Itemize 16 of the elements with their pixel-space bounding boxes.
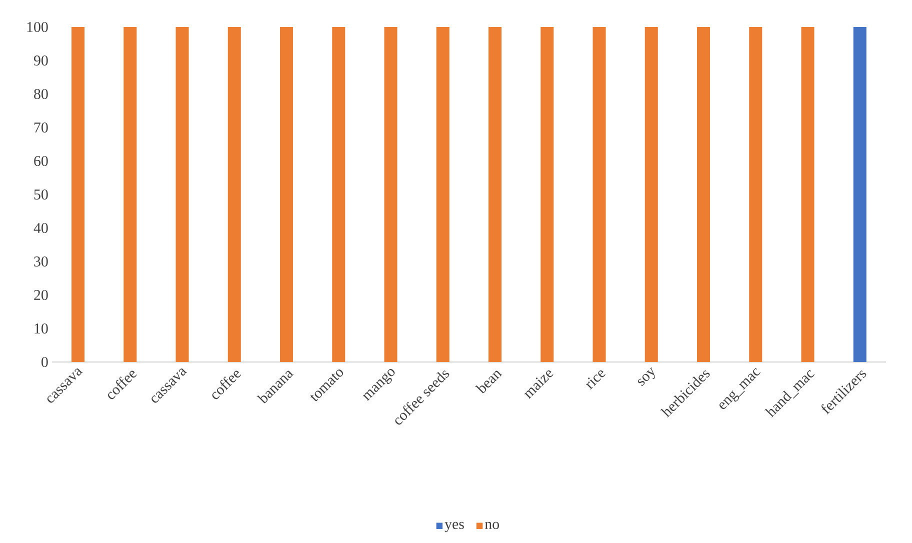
x-tick-label: bean xyxy=(475,370,502,394)
legend-label: no xyxy=(484,522,500,530)
y-tick-label: 60 xyxy=(34,156,48,166)
y-tick-label: 90 xyxy=(34,55,48,66)
y-tick-label: 30 xyxy=(34,256,48,267)
legend-label: yes xyxy=(444,522,464,532)
y-tick-label: 80 xyxy=(34,88,48,100)
y-tick-label: 100 xyxy=(27,22,48,32)
y-tick-label: 50 xyxy=(34,189,48,200)
y-tick-label: 10 xyxy=(34,323,48,334)
y-tick-label: 40 xyxy=(34,222,48,234)
x-tick-label: rice xyxy=(586,370,606,390)
y-tick-label: 0 xyxy=(42,356,48,368)
y-tick-label: 20 xyxy=(34,290,48,300)
x-tick-label: soy xyxy=(638,367,655,386)
y-tick-label: 70 xyxy=(34,122,48,133)
